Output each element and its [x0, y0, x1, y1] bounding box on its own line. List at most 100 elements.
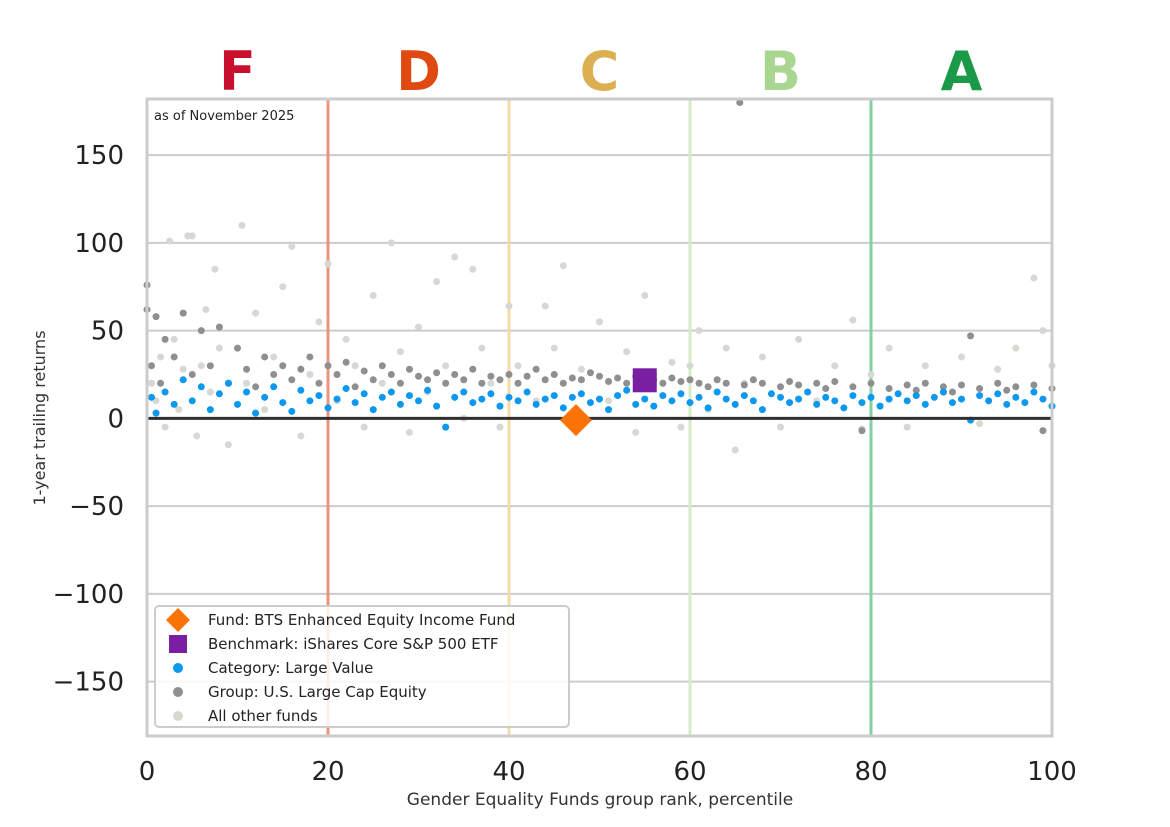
fund-marker: [166, 608, 190, 632]
data-point: [173, 711, 183, 721]
data-point: [994, 379, 1002, 387]
data-point: [261, 406, 269, 414]
data-point: [188, 397, 196, 405]
data-point: [442, 423, 450, 431]
data-point: [921, 400, 929, 408]
data-point: [559, 262, 567, 270]
data-point: [206, 388, 214, 396]
data-point: [496, 423, 504, 431]
data-point: [677, 390, 685, 398]
plot-frame: [145, 97, 1054, 738]
data-point: [641, 395, 649, 403]
data-point: [736, 99, 744, 107]
data-point: [994, 365, 1002, 373]
grade-label: D: [396, 40, 441, 103]
data-point: [514, 379, 522, 387]
data-point: [514, 362, 522, 370]
data-point: [261, 393, 269, 401]
data-point: [541, 302, 549, 310]
data-point: [433, 402, 441, 410]
data-point: [496, 376, 504, 384]
data-point: [722, 395, 730, 403]
data-point: [342, 335, 350, 343]
x-tick-labels: 0 20 40 60 80 100: [139, 757, 1077, 787]
data-point: [713, 376, 721, 384]
data-point: [315, 392, 323, 400]
data-point: [722, 379, 730, 387]
data-point: [550, 344, 558, 352]
grade-label: C: [580, 40, 620, 103]
data-point: [469, 265, 477, 273]
data-point: [958, 381, 965, 389]
data-point: [948, 388, 956, 396]
data-point: [351, 399, 359, 407]
data-point: [577, 376, 585, 384]
data-point: [686, 376, 694, 384]
data-point: [867, 379, 875, 387]
data-point: [351, 362, 359, 370]
data-point: [939, 383, 947, 391]
data-point: [686, 399, 694, 407]
data-point: [1003, 400, 1011, 408]
data-point: [387, 239, 395, 247]
data-point: [831, 362, 839, 370]
data-point: [157, 379, 165, 387]
data-point: [451, 393, 459, 401]
data-point: [487, 379, 495, 387]
data-point: [478, 395, 486, 403]
data-point: [541, 376, 549, 384]
data-point: [360, 390, 368, 398]
data-point: [550, 392, 558, 400]
data-point: [202, 306, 210, 314]
data-point: [596, 372, 603, 380]
data-point: [921, 379, 929, 387]
data-point: [243, 388, 251, 396]
data-point: [731, 446, 739, 454]
data-point: [324, 260, 332, 268]
legend-label: Group: U.S. Large Cap Equity: [208, 683, 427, 701]
x-tick-label: 0: [139, 757, 156, 787]
data-point: [224, 379, 232, 387]
data-point: [424, 386, 432, 394]
data-point: [967, 332, 975, 340]
data-point: [505, 393, 513, 401]
data-point: [1030, 381, 1038, 389]
data-point: [261, 353, 269, 361]
data-point: [568, 374, 576, 382]
data-point: [623, 386, 631, 394]
data-point: [306, 371, 314, 379]
data-point: [903, 381, 911, 389]
data-point: [1012, 383, 1020, 391]
data-point: [175, 406, 183, 414]
data-point: [939, 388, 947, 396]
data-point: [740, 381, 748, 389]
as-of-annotation: as of November 2025: [154, 109, 294, 124]
data-point: [333, 371, 341, 379]
data-point: [170, 335, 178, 343]
data-point: [505, 302, 513, 310]
data-point: [215, 323, 223, 331]
data-point: [451, 253, 459, 261]
data-point: [1003, 386, 1011, 394]
data-point: [777, 383, 784, 391]
data-point: [740, 392, 748, 400]
data-point: [179, 309, 187, 317]
data-point: [958, 395, 965, 403]
data-point: [713, 388, 721, 396]
data-point: [831, 397, 839, 405]
data-point: [288, 242, 296, 250]
data-point: [541, 395, 549, 403]
data-point: [550, 371, 558, 379]
data-point: [668, 374, 676, 382]
data-point: [324, 362, 332, 370]
data-point: [976, 385, 984, 393]
data-point: [243, 365, 251, 373]
data-point: [885, 344, 893, 352]
data-point: [297, 386, 305, 394]
data-point: [577, 365, 585, 373]
data-point: [867, 371, 875, 379]
data-point: [858, 399, 866, 407]
data-point: [758, 353, 766, 361]
data-point: [623, 348, 631, 356]
data-point: [224, 441, 232, 449]
